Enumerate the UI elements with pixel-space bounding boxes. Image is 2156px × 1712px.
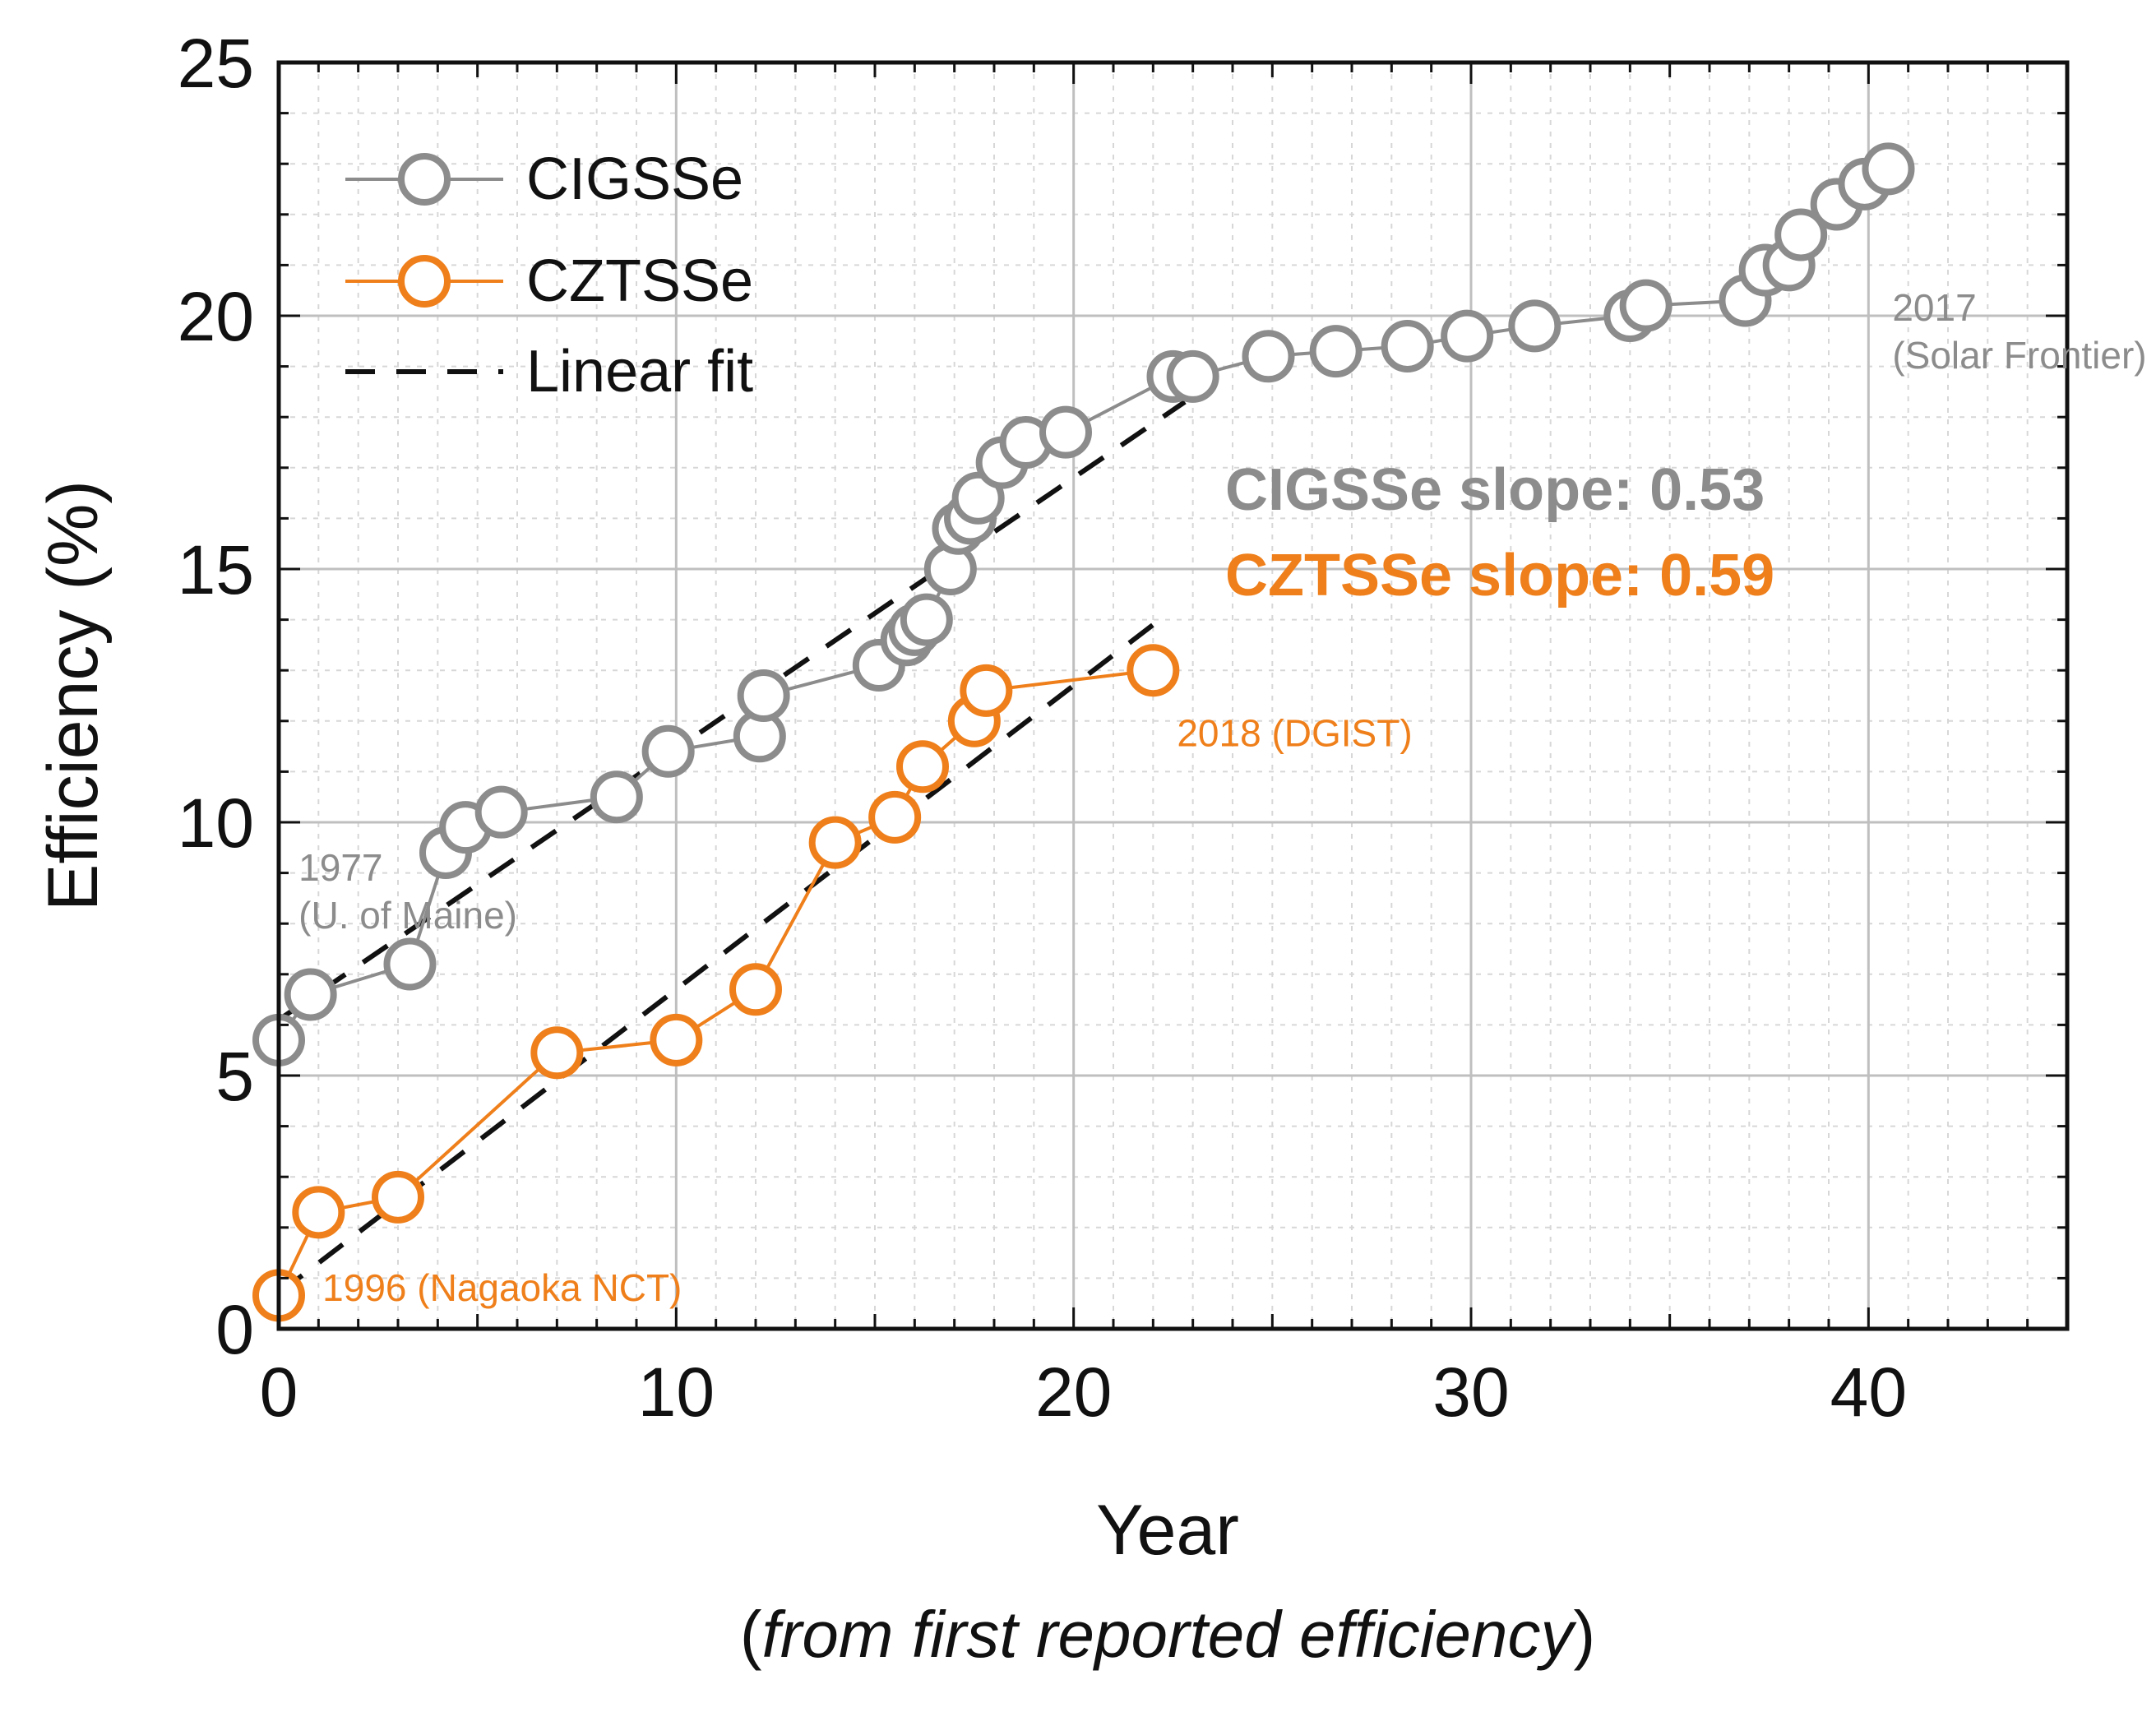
cigsse-point [1774,208,1828,261]
annotation-line: (Solar Frontier) [1892,334,2146,377]
cigsse-point [737,669,790,722]
annotations: 1977 (U. of Maine) 2017 (Solar Frontier) 199… [298,286,2146,1309]
x-axis-subtitle: (from first reported efficiency) [740,1598,1595,1671]
y-tick-label: 15 [178,531,254,608]
cigsse-slope-label: CIGSSe slope: 0.53 [1225,457,1765,523]
cigsse-point [590,770,643,824]
cigsse-point [474,785,528,839]
cztsse-point [292,1186,345,1239]
cigsse-point [383,937,437,991]
plot-frame [276,60,2070,1331]
y-tick-label: 0 [215,1291,254,1368]
cigsse-point [1166,349,1219,403]
annotation-line: 1996 (Nagaoka NCT) [322,1266,682,1309]
cigsse-point [1508,299,1561,353]
x-tick-label: 30 [1432,1353,1509,1431]
cigsse-point [1309,325,1363,378]
cigsse-point [1441,309,1494,363]
cztsse-point [1127,644,1180,697]
cztsse-point [896,740,949,794]
y-tick-label: 25 [178,25,254,102]
cigsse-point [1381,319,1434,372]
y-axis-title: Efficiency (%) [34,480,113,911]
annotation-line: 2018 (DGIST) [1177,712,1412,755]
legend-cigsse-marker [398,153,451,206]
annotation-czts-end: 2018 (DGIST) [1177,712,1412,755]
x-tick-label: 40 [1830,1353,1907,1431]
annotation-cigs-start: 1977 (U. of Maine) [298,846,517,937]
cztsse-point [868,790,922,844]
y-tick-label: 5 [215,1038,254,1115]
x-tick-label: 0 [260,1353,298,1431]
y-tick-label: 10 [178,784,254,862]
cztsse-point [960,664,1013,717]
x-axis-subtitle-text: from first reported efficiency [762,1598,1578,1671]
annotation-czts-start: 1996 (Nagaoka NCT) [322,1266,682,1309]
annotation-cigs-end: 2017 (Solar Frontier) [1892,286,2146,377]
cigsse-point [900,593,953,646]
cztsse-point [530,1026,584,1080]
y-tick-label: 20 [178,278,254,355]
cigsse-point [1242,330,1295,383]
data-series [252,142,1915,1322]
x-axis-title: Year [1096,1491,1239,1570]
tick-labels: 0 10 20 30 40 0 5 10 15 20 25 [178,25,1907,1431]
legend-czts-marker [398,255,451,308]
x-tick-label: 10 [638,1353,715,1431]
legend-czts-label: CZTSSe [526,248,753,314]
major-grid [279,62,2067,1329]
cigsse-point [951,471,1005,525]
x-tick-label: 20 [1035,1353,1112,1431]
legend: CIGSSe CZTSSe Linear fit [345,146,753,405]
cztsse-point [372,1170,424,1224]
cigsse-point [284,968,337,1021]
czts-slope-label: CZTSSe slope: 0.59 [1225,543,1774,608]
linear-fit-lines [277,400,1187,1296]
cztsse-point [650,1013,703,1067]
cztsse-point [808,816,862,869]
legend-cigsse-label: CIGSSe [526,146,743,212]
legend-fit-label: Linear fit [526,339,753,405]
cigsse-point [1039,405,1092,459]
cztsse-point [729,963,782,1016]
annotation-line: (U. of Maine) [298,894,517,937]
cigsse-point [1862,142,1915,196]
cigsse-point [1619,279,1673,332]
annotation-line: 2017 [1892,286,1976,329]
annotation-line: 1977 [298,846,382,889]
cigsse-point [641,724,695,778]
